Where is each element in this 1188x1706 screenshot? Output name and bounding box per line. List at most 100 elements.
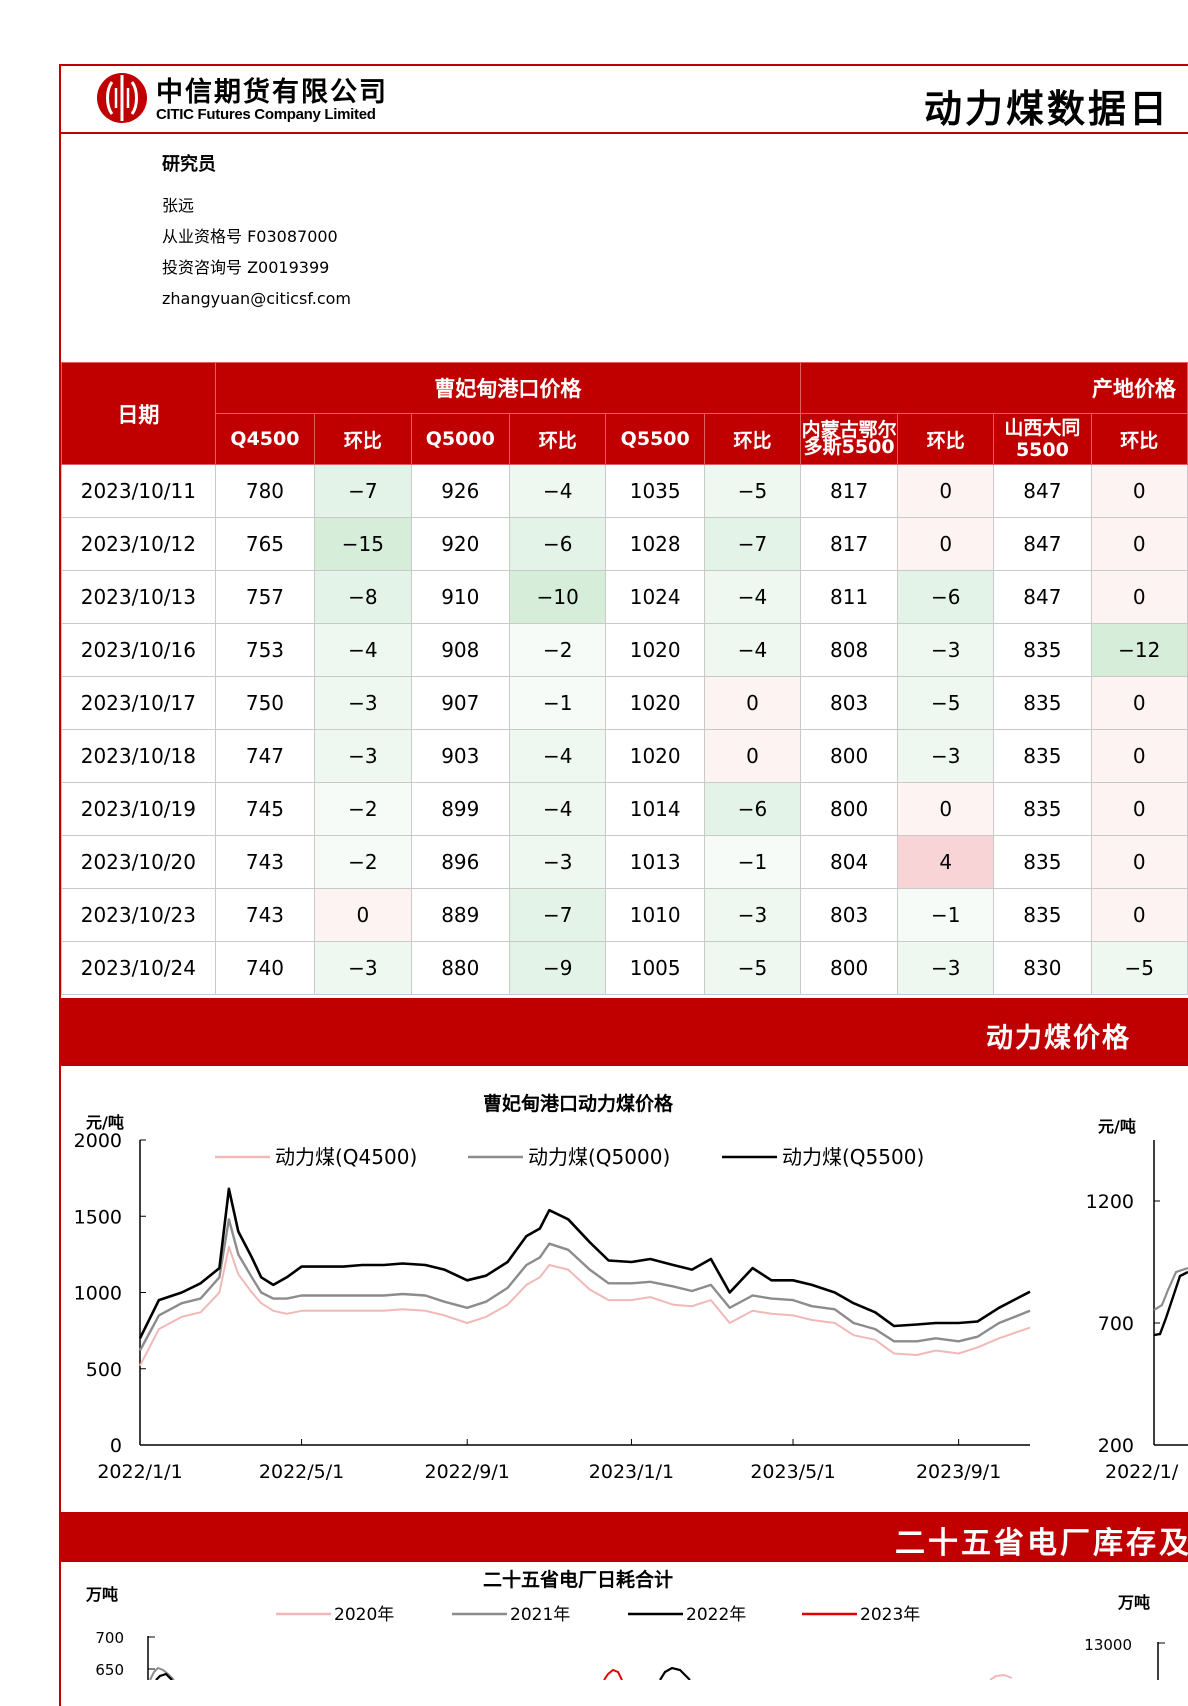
y-tick-label: 1500 — [74, 1206, 122, 1228]
y-tick-label: 500 — [86, 1359, 122, 1381]
cell-q4500: 757 — [214, 570, 316, 624]
report-title: 动力煤数据日 — [924, 87, 1171, 131]
cell-q5000: 896 — [410, 835, 511, 889]
cell-ordos-5500: 817 — [799, 517, 899, 571]
x-tick-label: 2022/1/ — [1105, 1461, 1179, 1483]
cell-ordos-change: 4 — [897, 835, 995, 889]
y-axis-unit: 元/吨 — [1098, 1117, 1136, 1136]
cell-q5000: 880 — [410, 941, 511, 995]
y-tick-label: 200 — [1098, 1435, 1134, 1457]
cell-q4500: 743 — [214, 888, 316, 942]
cell-datong-change: 0 — [1090, 676, 1188, 730]
cell-q4500: 743 — [214, 835, 316, 889]
date-header: 日期 — [61, 362, 216, 465]
report-frame — [59, 64, 1188, 1706]
cell-q5000-change: −4 — [509, 464, 607, 518]
cell-q4500-change: 0 — [314, 888, 412, 942]
cell-datong-change: −5 — [1090, 941, 1188, 995]
cell-date: 2023/10/20 — [61, 835, 216, 889]
cell-datong-change: 0 — [1090, 835, 1188, 889]
table-row: 2023/10/11 780 −7 926 −4 1035 −5 817 0 847 0 — [61, 464, 1188, 518]
researcher-block: 研究员 张远 从业资格号 F03087000 投资咨询号 Z0019399 zh… — [162, 150, 351, 314]
table-row: 2023/10/12 765 −15 920 −6 1028 −7 817 0 847 0 — [61, 517, 1188, 571]
col-change: 环比 — [1090, 413, 1188, 465]
cell-ordos-change: −1 — [897, 888, 995, 942]
series-line-2022 — [155, 1672, 173, 1680]
cell-datong-5500: 835 — [993, 888, 1092, 942]
y-tick-label: 700 — [95, 1629, 124, 1647]
cell-datong-change: 0 — [1090, 888, 1188, 942]
x-tick-label: 2022/1/1 — [97, 1461, 182, 1483]
cell-ordos-5500: 817 — [799, 464, 899, 518]
researcher-label: 研究员 — [162, 154, 216, 175]
cell-q5500-change: −1 — [703, 835, 802, 889]
cell-q5000-change: −3 — [509, 835, 607, 889]
cell-datong-change: 0 — [1090, 570, 1188, 624]
series-line-1 — [138, 1218, 1031, 1352]
cell-datong-5500: 830 — [993, 941, 1092, 995]
cell-q4500-change: −15 — [314, 517, 412, 571]
cell-ordos-change: −6 — [897, 570, 995, 624]
cell-q5000-change: −1 — [509, 676, 607, 730]
cell-ordos-5500: 800 — [799, 941, 899, 995]
price-section-title: 动力煤价格 — [986, 1023, 1131, 1054]
cell-q5500: 1005 — [605, 941, 705, 995]
y-tick-label: 13000 — [1084, 1636, 1132, 1654]
cell-ordos-5500: 808 — [799, 623, 899, 677]
col-q5000: Q5000 — [410, 413, 511, 465]
cell-q5500: 1010 — [605, 888, 705, 942]
cell-q4500: 745 — [214, 782, 316, 836]
cell-q5500-change: −4 — [703, 623, 802, 677]
cell-q4500: 765 — [214, 517, 316, 571]
cell-q5000: 889 — [410, 888, 511, 942]
researcher-name: 张远 — [162, 196, 195, 215]
cell-q4500: 740 — [214, 941, 316, 995]
origin-price-group-header: 产地价格 — [800, 362, 1188, 414]
cell-q5000-change: −9 — [509, 941, 607, 995]
col-q5500: Q5500 — [605, 413, 705, 465]
y-tick-label: 1200 — [1086, 1191, 1134, 1213]
cell-q5000-change: −2 — [509, 623, 607, 677]
table-row: 2023/10/24 740 −3 880 −9 1005 −5 800 −3 830 −5 — [61, 941, 1188, 995]
cell-q4500-change: −3 — [314, 676, 412, 730]
legend-label: 2021年 — [510, 1605, 570, 1625]
cell-q5500-change: −5 — [703, 941, 802, 995]
cell-ordos-5500: 800 — [799, 729, 899, 783]
chart-title: 曹妃甸港口动力煤价格 — [483, 1092, 674, 1115]
table-body: 2023/10/11 780 −7 926 −4 1035 −5 817 0 847 0 2023/1… — [61, 464, 1188, 995]
cell-ordos-5500: 803 — [799, 888, 899, 942]
researcher-email[interactable]: zhangyuan@citicsf.com — [162, 289, 352, 308]
cell-q5000: 907 — [410, 676, 511, 730]
cell-datong-change: 0 — [1090, 517, 1188, 571]
x-tick-label: 2022/5/1 — [259, 1461, 344, 1483]
cell-datong-5500: 847 — [993, 464, 1092, 518]
y-axis-unit: 元/吨 — [86, 1113, 124, 1132]
y-tick-label: 2000 — [74, 1130, 122, 1152]
y-tick-label: 650 — [95, 1661, 124, 1679]
cell-datong-change: 0 — [1090, 729, 1188, 783]
cell-ordos-change: −5 — [897, 676, 995, 730]
consult-number: 投资咨询号 Z0019399 — [162, 258, 330, 277]
col-q4500: Q4500 — [214, 413, 316, 465]
series-line — [1153, 1270, 1188, 1337]
series-line-2020 — [989, 1673, 1013, 1680]
legend-label: 动力煤(Q5500) — [782, 1145, 924, 1169]
cell-q5000-change: −4 — [509, 729, 607, 783]
cell-q5500-change: 0 — [703, 729, 802, 783]
y-axis-unit: 万吨 — [85, 1585, 118, 1604]
cell-q5500: 1013 — [605, 835, 705, 889]
y-tick-label: 0 — [110, 1435, 122, 1457]
legend-label: 动力煤(Q5000) — [528, 1145, 670, 1169]
company-name-en: CITIC Futures Company Limited — [156, 106, 376, 123]
cell-q5000-change: −6 — [509, 517, 607, 571]
cell-q4500: 750 — [214, 676, 316, 730]
legend-label: 2020年 — [334, 1605, 394, 1625]
cell-date: 2023/10/19 — [61, 782, 216, 836]
cell-datong-5500: 835 — [993, 835, 1092, 889]
cell-q4500: 780 — [214, 464, 316, 518]
table-row: 2023/10/13 757 −8 910 −10 1024 −4 811 −6 847 0 — [61, 570, 1188, 624]
cell-q5500: 1035 — [605, 464, 705, 518]
cell-datong-change: 0 — [1090, 464, 1188, 518]
cell-date: 2023/10/23 — [61, 888, 216, 942]
cell-date: 2023/10/12 — [61, 517, 216, 571]
